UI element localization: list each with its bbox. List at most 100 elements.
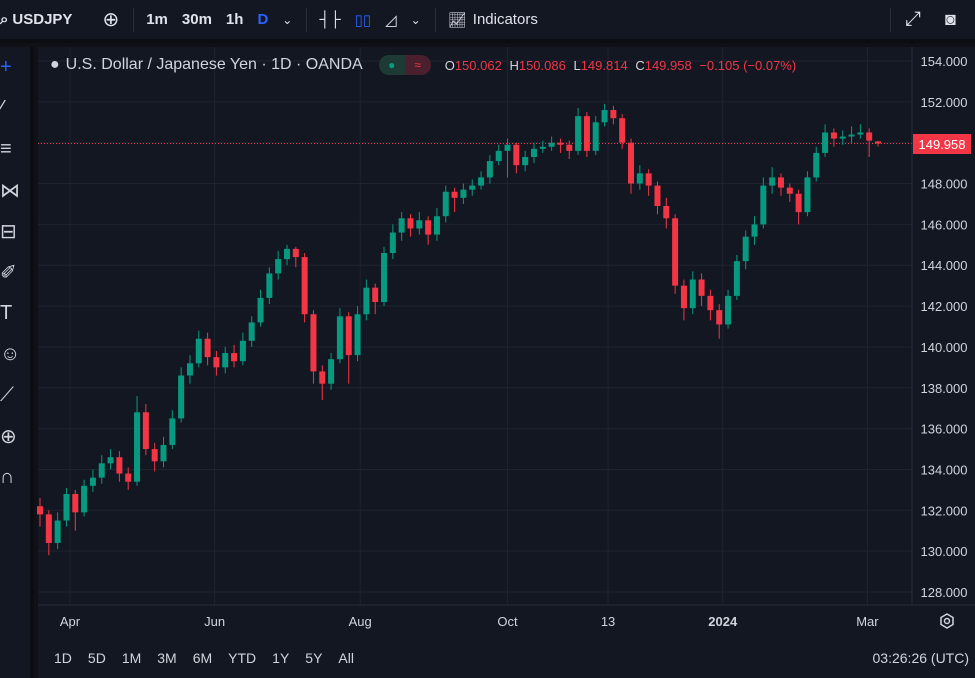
horizontal-lines-icon[interactable]: ≡ <box>0 138 12 160</box>
drawing-toolbar: + ⁄ ≡ ⋈ ⊟ ✐ T ☺ ⟋ ⊕ ∩ <box>0 47 34 678</box>
candle-body <box>248 322 255 341</box>
magnet-icon[interactable]: ∩ <box>0 466 15 488</box>
fullscreen-icon[interactable]: ⤢ <box>905 8 921 30</box>
candle-body <box>416 220 423 229</box>
candle <box>751 216 758 245</box>
candle <box>583 112 590 157</box>
candlestick-icon[interactable]: ▯▯ <box>354 11 372 29</box>
y-tick-label: 128.000 <box>921 585 968 600</box>
clock[interactable]: 03:26:26 (UTC) <box>872 650 969 666</box>
candle <box>116 451 123 482</box>
candle <box>310 310 317 384</box>
crosshair-icon[interactable]: + <box>0 56 12 78</box>
time-axis: Apr Jun Aug Oct 13 2024 Mar <box>60 614 879 629</box>
candle-body <box>698 279 705 296</box>
interval-30m[interactable]: 30m <box>181 11 212 28</box>
range-3m[interactable]: 3M <box>157 650 177 666</box>
range-6m[interactable]: 6M <box>192 650 213 666</box>
settings-icon[interactable] <box>940 613 954 629</box>
candle <box>345 312 352 384</box>
trendline-icon[interactable]: ⁄ <box>0 97 4 119</box>
brush-icon[interactable]: ✐ <box>0 262 17 284</box>
y-tick-label: 140.000 <box>921 340 968 355</box>
candle-body <box>283 248 290 260</box>
candle <box>645 169 652 196</box>
candle-body <box>548 142 555 147</box>
candle <box>248 316 255 347</box>
candle-body <box>169 418 176 445</box>
indicators-button[interactable]: 📈︎ Indicators <box>448 11 538 29</box>
candle-body <box>125 473 132 482</box>
zoom-in-icon[interactable]: ⊕ <box>0 426 17 448</box>
candle-body <box>301 257 308 315</box>
candle <box>425 216 432 245</box>
area-chart-icon[interactable]: ◿ <box>385 11 397 29</box>
candle <box>725 289 732 329</box>
text-icon[interactable]: T <box>0 302 13 324</box>
candle-body <box>769 177 776 186</box>
range-1d[interactable]: 1D <box>54 650 72 666</box>
candle-body <box>583 116 590 151</box>
candle-body <box>725 295 732 325</box>
bar-chart-icon[interactable]: ┤├ <box>319 11 341 28</box>
y-tick-label: 130.000 <box>921 544 968 559</box>
candle-body <box>575 116 582 151</box>
bottom-toolbar: 1D 5D 1M 3M 6M YTD 1Y 5Y All 03:26:26 (U… <box>38 638 975 678</box>
symbol-label: USDJPY <box>12 11 73 28</box>
candle-body <box>848 134 855 137</box>
candle-body <box>751 224 758 237</box>
candle <box>213 351 220 376</box>
x-tick-label: Mar <box>856 614 879 629</box>
candle <box>486 154 493 184</box>
candle <box>54 512 61 550</box>
candle <box>866 128 873 157</box>
candle <box>654 181 661 215</box>
candle <box>231 344 238 368</box>
search-icon: ⌕ <box>0 11 9 28</box>
candle-body <box>786 187 793 194</box>
candle-body <box>363 287 370 315</box>
compare-symbol-button[interactable]: ⊕ <box>102 7 119 32</box>
candle <box>142 404 149 456</box>
range-1m[interactable]: 1M <box>121 650 142 666</box>
pattern-icon[interactable]: ⋈ <box>0 180 20 202</box>
candle <box>530 142 537 164</box>
candle-body <box>372 287 379 302</box>
chevron-down-icon[interactable]: ⌄ <box>410 12 421 27</box>
candle-body <box>354 314 361 356</box>
camera-icon[interactable]: ◙ <box>945 9 956 29</box>
range-5y[interactable]: 5Y <box>305 650 323 666</box>
candle-body <box>204 338 211 358</box>
market-open-icon: ● <box>378 55 405 75</box>
market-status[interactable]: ● ≈ <box>378 55 431 75</box>
x-tick-label: Jun <box>204 614 225 629</box>
candle-body <box>239 340 246 362</box>
candle-body <box>460 189 467 198</box>
interval-1m[interactable]: 1m <box>146 11 168 28</box>
candle <box>222 346 229 374</box>
candle-body <box>72 493 79 513</box>
candle <box>169 410 176 450</box>
candle <box>381 246 388 307</box>
interval-d[interactable]: D <box>257 11 269 28</box>
symbol-title[interactable]: U.S. Dollar / Japanese Yen · 1D · OANDA <box>65 56 363 73</box>
candle <box>575 107 582 155</box>
emoji-icon[interactable]: ☺ <box>0 343 21 365</box>
candle <box>301 252 308 323</box>
range-5d[interactable]: 5D <box>87 650 106 666</box>
candle <box>319 365 326 401</box>
interval-1h[interactable]: 1h <box>225 11 244 28</box>
candle-body <box>98 463 105 478</box>
symbol-search[interactable]: ⌕ USDJPY <box>0 11 72 28</box>
candle-body <box>195 338 202 364</box>
prediction-icon[interactable]: ⊟ <box>0 221 17 243</box>
range-1y[interactable]: 1Y <box>272 650 290 666</box>
range-all[interactable]: All <box>338 650 354 666</box>
candle <box>160 436 167 468</box>
chevron-down-icon[interactable]: ⌄ <box>282 12 293 27</box>
candle <box>680 279 687 321</box>
ruler-icon[interactable]: ⟋ <box>0 384 14 406</box>
candle <box>760 177 767 229</box>
range-ytd[interactable]: YTD <box>228 650 257 666</box>
